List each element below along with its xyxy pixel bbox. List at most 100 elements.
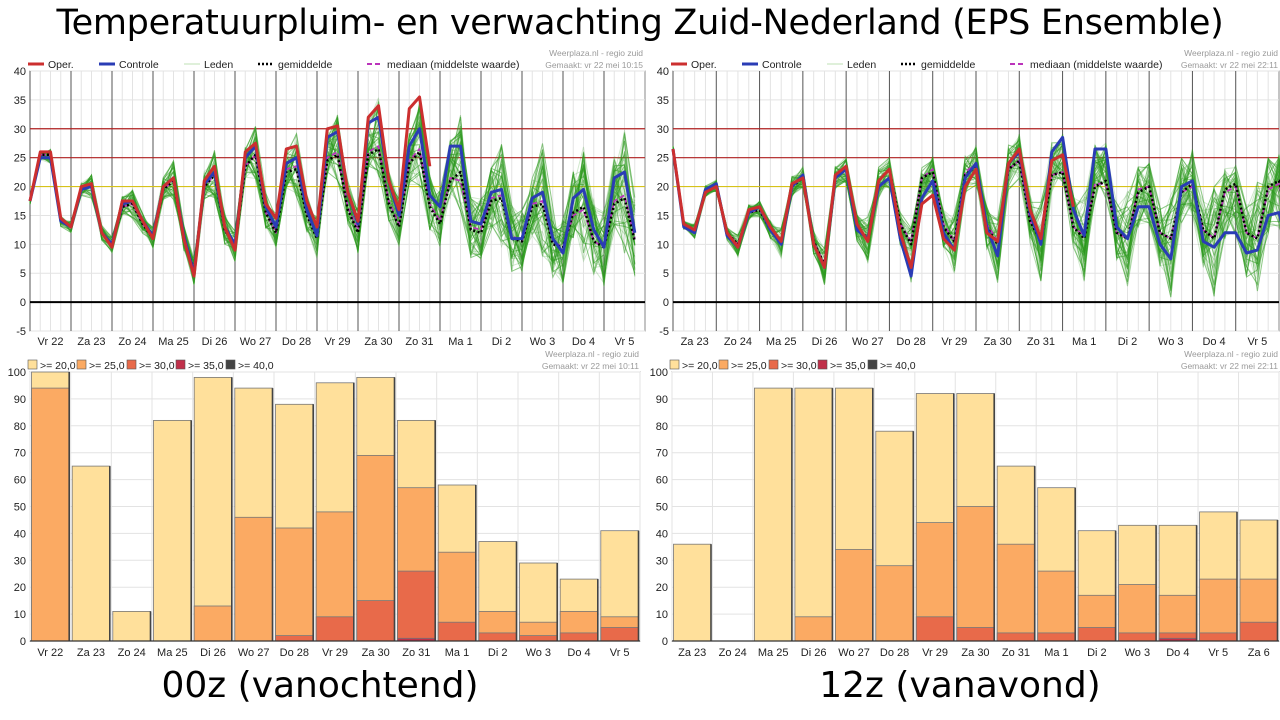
bar-ge30 xyxy=(315,616,355,642)
x-tick-label: Do 4 xyxy=(1166,647,1189,659)
y-tick-label: 35 xyxy=(14,95,26,107)
x-tick-label: Za 23 xyxy=(77,647,105,659)
bar-ge25 xyxy=(275,527,314,642)
x-tick-label: Ma 25 xyxy=(157,647,188,659)
x-tick-label: Do 28 xyxy=(280,647,309,659)
series-line-leden xyxy=(29,104,636,280)
y-tick-label: 20 xyxy=(657,182,669,194)
bar-ge20 xyxy=(754,387,793,642)
y-tick-label: 25 xyxy=(14,153,26,165)
series-line-leden xyxy=(29,101,636,277)
legend-label: Leden xyxy=(204,59,233,71)
series-line-leden xyxy=(672,145,1280,298)
x-tick-label: Zo 31 xyxy=(1027,336,1055,348)
x-tick-label: Zo 31 xyxy=(405,336,433,348)
bar-ge25 xyxy=(234,516,273,642)
legend-label: >= 40,0 xyxy=(238,360,274,372)
legend-label: >= 35,0 xyxy=(830,360,866,372)
x-tick-label: Do 4 xyxy=(567,647,590,659)
x-tick-label: Di 26 xyxy=(801,647,827,659)
x-tick-label: Zo 24 xyxy=(724,336,752,348)
y-tick-label: 20 xyxy=(14,182,26,194)
x-tick-label: Ma 1 xyxy=(1072,336,1096,348)
page-title: Temperatuurpluim- en verwachting Zuid-Ne… xyxy=(56,3,1224,43)
made-stamp: Gemaakt: vr 22 mei 10:11 xyxy=(542,361,639,371)
bar-ge20 xyxy=(153,419,192,642)
series-line-controle xyxy=(671,135,1280,278)
series-line-leden xyxy=(29,103,636,278)
legend-swatch xyxy=(126,359,137,370)
legend-label: >= 30,0 xyxy=(781,360,817,372)
x-tick-label: Di 26 xyxy=(812,336,838,348)
x-tick-label: Di 26 xyxy=(200,647,226,659)
x-tick-label: Wo 27 xyxy=(238,647,270,659)
bar-ge25 xyxy=(31,387,70,642)
bar-ge30 xyxy=(600,627,639,642)
bar-ge25 xyxy=(996,543,1036,642)
legend-label: gemiddelde xyxy=(921,59,975,71)
y-tick-label: 30 xyxy=(656,555,668,567)
y-tick-label: 60 xyxy=(14,475,26,487)
x-tick-label: Do 4 xyxy=(1202,336,1225,348)
bar-ge30 xyxy=(1199,632,1238,642)
x-tick-label: Wo 27 xyxy=(852,336,884,348)
y-tick-label: 30 xyxy=(14,124,26,136)
series-line-leden xyxy=(29,110,636,278)
bar-ge30 xyxy=(1037,632,1076,642)
legend-label: Oper. xyxy=(691,59,717,71)
x-tick-label: Ma 1 xyxy=(448,336,472,348)
x-tick-label: Ma 25 xyxy=(766,336,797,348)
x-tick-label: Wo 27 xyxy=(240,336,272,348)
y-tick-label: 20 xyxy=(656,582,668,594)
x-tick-label: Do 28 xyxy=(880,647,909,659)
bar-ge25 xyxy=(1199,578,1238,642)
legend-swatch xyxy=(669,359,680,370)
x-tick-label: Za 23 xyxy=(77,336,105,348)
x-tick-label: Vr 5 xyxy=(610,647,630,659)
bar-ge30 xyxy=(996,632,1036,642)
bar-ge30 xyxy=(519,635,558,642)
series-line-leden xyxy=(29,111,636,286)
x-tick-label: Ma 25 xyxy=(158,336,189,348)
x-tick-label: Wo 3 xyxy=(1158,336,1183,348)
y-tick-label: 30 xyxy=(657,124,669,136)
legend-label: >= 20,0 xyxy=(40,360,76,372)
y-tick-label: 40 xyxy=(656,528,668,540)
bar-ge20 xyxy=(673,543,712,642)
legend-label: mediaan (middelste waarde) xyxy=(1030,59,1162,71)
series-line-leden xyxy=(672,142,1280,285)
legend-label: >= 35,0 xyxy=(188,360,224,372)
legend-label: >= 30,0 xyxy=(139,360,175,372)
x-tick-label: Za 23 xyxy=(678,647,706,659)
x-tick-label: Di 2 xyxy=(488,647,508,659)
x-tick-label: Do 28 xyxy=(282,336,311,348)
y-tick-label: 90 xyxy=(14,394,26,406)
legend-swatch xyxy=(867,359,878,370)
bar-ge20 xyxy=(193,376,233,642)
made-stamp: Gemaakt: vr 22 mei 22:11 xyxy=(1181,361,1278,371)
bar-ge30 xyxy=(1239,621,1278,642)
legend-swatch xyxy=(817,359,828,370)
y-tick-label: 100 xyxy=(650,367,668,379)
series-line-oper xyxy=(671,147,1075,269)
y-tick-label: 10 xyxy=(657,239,669,251)
x-tick-label: Vr 22 xyxy=(37,647,63,659)
series-line-leden xyxy=(672,146,1280,284)
y-tick-label: 0 xyxy=(662,636,668,648)
y-tick-label: 70 xyxy=(656,448,668,460)
bar-ge20 xyxy=(71,465,111,642)
series-line-oper xyxy=(28,95,432,278)
series-line-leden xyxy=(29,103,636,285)
series-line-leden xyxy=(29,133,636,282)
y-tick-label: 40 xyxy=(14,66,26,78)
x-tick-label: Wo 3 xyxy=(526,647,551,659)
y-tick-label: 30 xyxy=(14,555,26,567)
y-tick-label: 5 xyxy=(663,268,669,280)
y-tick-label: 0 xyxy=(20,297,26,309)
y-tick-label: -5 xyxy=(659,326,669,338)
legend-swatch xyxy=(27,359,38,370)
x-tick-label: Za 30 xyxy=(362,647,390,659)
bar-ge25 xyxy=(193,605,233,642)
x-tick-label: Za 30 xyxy=(364,336,392,348)
x-tick-label: Wo 3 xyxy=(530,336,555,348)
